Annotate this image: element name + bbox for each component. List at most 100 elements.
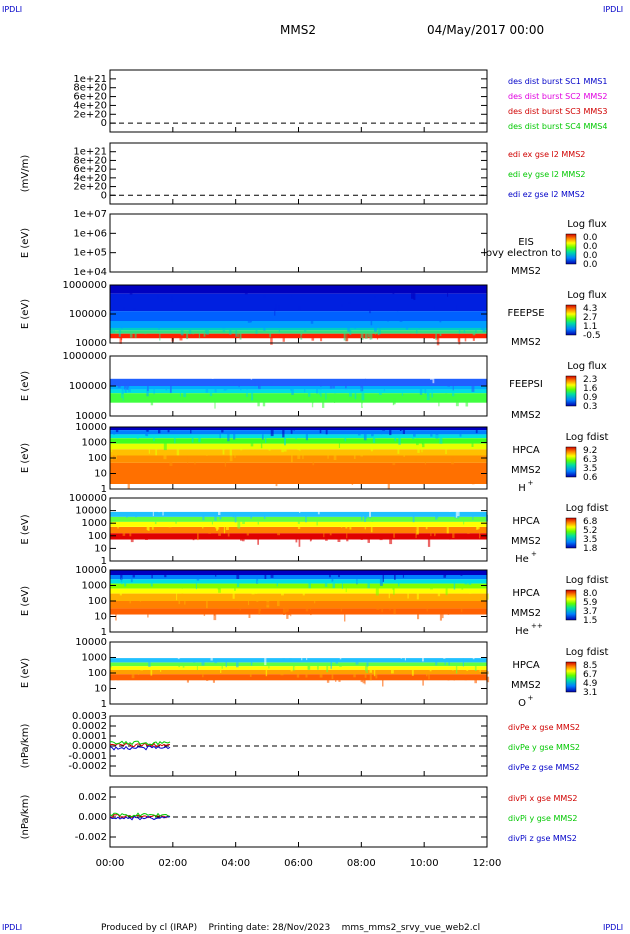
heatmap-texture <box>381 341 384 349</box>
heatmap-texture <box>290 451 294 455</box>
heatmap-texture <box>289 506 291 509</box>
heatmap-texture <box>413 293 416 300</box>
heatmap-texture <box>443 656 446 659</box>
heatmap-texture <box>436 337 440 346</box>
heatmap-texture <box>158 324 160 330</box>
heatmap-texture <box>246 663 249 666</box>
heatmap-texture <box>275 481 278 487</box>
heatmap-texture <box>117 382 121 388</box>
heatmap-texture <box>394 571 396 580</box>
heatmap-texture <box>181 585 183 589</box>
heatmap-texture <box>379 340 382 348</box>
heatmap-texture <box>455 400 459 407</box>
heatmap-texture <box>219 652 223 658</box>
heatmap-texture <box>403 690 406 695</box>
heatmap-texture <box>122 306 125 311</box>
heatmap-texture <box>358 433 361 436</box>
heatmap-texture <box>176 592 178 601</box>
heatmap-texture <box>283 445 287 452</box>
heatmap-texture <box>480 439 483 442</box>
heatmap-texture <box>211 520 213 525</box>
heatmap-texture <box>201 661 205 666</box>
heatmap-texture <box>466 484 469 487</box>
heatmap-texture <box>222 323 226 329</box>
heatmap-texture <box>133 676 136 679</box>
heatmap-texture <box>317 508 320 515</box>
heatmap-texture <box>329 572 331 578</box>
heatmap-texture <box>158 527 160 533</box>
heatmap-texture <box>163 442 167 451</box>
heatmap-band <box>110 608 487 615</box>
heatmap-texture <box>154 521 157 525</box>
heatmap-texture <box>406 697 409 706</box>
heatmap-texture <box>464 581 468 585</box>
heatmap-texture <box>331 673 334 680</box>
heatmap-texture <box>213 475 216 480</box>
heatmap-texture <box>193 312 196 317</box>
heatmap-texture <box>180 328 184 336</box>
heatmap-texture <box>229 329 232 335</box>
heatmap-texture <box>458 685 460 690</box>
instrument-label: FEEPSE <box>507 308 544 319</box>
heatmap-texture <box>242 537 245 542</box>
heatmap-texture <box>416 329 418 334</box>
heatmap-texture <box>214 524 217 529</box>
heatmap-texture <box>157 294 160 299</box>
heatmap-texture <box>361 392 365 401</box>
heatmap-band <box>110 434 487 439</box>
heatmap-texture <box>218 532 221 536</box>
y-axis-label: (mV/m) <box>20 155 31 193</box>
heatmap-texture <box>240 527 242 534</box>
heatmap-band <box>110 533 487 540</box>
heatmap-texture <box>315 693 318 697</box>
heatmap-texture <box>206 452 208 456</box>
heatmap-texture <box>448 340 452 349</box>
instrument-label: HPCA <box>512 588 540 599</box>
heatmap-texture <box>454 363 455 367</box>
heatmap-texture <box>413 527 417 531</box>
heatmap-texture <box>121 324 123 329</box>
heatmap-texture <box>423 517 425 521</box>
heatmap-texture <box>133 307 136 311</box>
heatmap-texture <box>393 587 395 595</box>
heatmap-texture <box>167 487 170 493</box>
heatmap-texture <box>431 631 434 638</box>
heatmap-band <box>110 642 487 659</box>
heatmap-band <box>110 511 487 517</box>
heatmap-texture <box>452 383 454 391</box>
heatmap-texture <box>313 488 316 495</box>
y-tick-label: 6e+20 <box>73 92 107 103</box>
heatmap-texture <box>393 398 396 405</box>
heatmap-texture <box>151 676 155 679</box>
heatmap-texture <box>403 498 406 506</box>
heatmap-texture <box>119 591 122 596</box>
heatmap-band <box>110 386 487 390</box>
heatmap-texture <box>234 514 237 523</box>
heatmap-texture <box>216 524 220 530</box>
heatmap-texture <box>452 392 455 397</box>
heatmap-texture <box>380 431 383 435</box>
heatmap-texture <box>340 362 344 369</box>
heatmap-texture <box>130 575 133 583</box>
y-tick-label: 1e+21 <box>73 74 107 85</box>
heatmap-texture <box>278 399 280 402</box>
heatmap-texture <box>195 583 197 590</box>
heatmap-texture <box>196 663 198 671</box>
species-label: He <box>515 554 529 565</box>
heatmap-texture <box>263 324 266 331</box>
heatmap-texture <box>282 658 285 661</box>
heatmap-texture <box>374 325 377 332</box>
heatmap-texture <box>305 515 307 523</box>
heatmap-texture <box>403 450 405 457</box>
heatmap-texture <box>420 542 424 550</box>
heatmap-band <box>110 463 487 485</box>
heatmap-texture <box>164 571 167 578</box>
panel-feeps_i: 1000000 100000 10000 E (eV) FEEPSI MMS2 Log fl… <box>20 351 607 422</box>
heatmap-texture <box>281 444 284 453</box>
heatmap-texture <box>389 605 391 611</box>
heatmap-texture <box>480 322 483 330</box>
spacecraft-label: MMS2 <box>511 337 541 348</box>
heatmap-texture <box>373 295 377 298</box>
heatmap-texture <box>290 666 293 672</box>
